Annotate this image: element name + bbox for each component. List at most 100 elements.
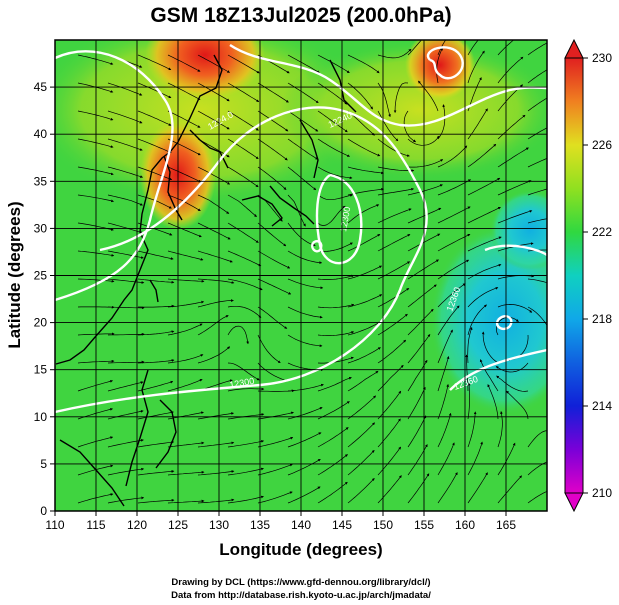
streamline	[227, 440, 265, 448]
x-tick-label: 140	[291, 518, 311, 532]
streamline	[287, 334, 323, 348]
streamline	[227, 194, 257, 218]
streamline	[107, 82, 143, 96]
streamline	[467, 382, 471, 420]
streamline	[377, 390, 402, 420]
streamline	[287, 82, 319, 104]
streamline	[467, 206, 501, 224]
y-tick-label: 25	[34, 269, 48, 283]
colorbar-tick-label: 222	[592, 225, 612, 239]
streamline	[167, 323, 203, 336]
streamline	[467, 411, 477, 448]
streamline	[527, 430, 547, 448]
streamline	[77, 493, 114, 504]
streamline	[347, 395, 377, 420]
streamline	[437, 145, 468, 168]
streamline	[436, 47, 443, 84]
streamline	[287, 383, 324, 392]
streamline	[407, 333, 431, 364]
streamline	[167, 379, 203, 392]
streamline	[377, 166, 415, 172]
streamline	[167, 82, 201, 100]
y-tick-label: 35	[34, 174, 48, 188]
streamline	[437, 305, 460, 336]
streamline	[347, 422, 375, 448]
streamline	[197, 299, 234, 308]
streamline	[137, 54, 172, 71]
streamline	[287, 486, 321, 504]
streamline	[347, 450, 375, 476]
colorbar-tick-label: 210	[592, 486, 612, 500]
streamline	[317, 54, 350, 74]
y-tick-label: 15	[34, 363, 48, 377]
streamline	[407, 473, 430, 504]
streamline	[317, 454, 348, 476]
streamline	[317, 205, 346, 226]
yellow-band-northeast	[280, 40, 547, 180]
streamline	[287, 222, 316, 247]
streamline	[377, 82, 391, 118]
streamline	[197, 346, 231, 364]
streamline	[197, 441, 235, 448]
colorbar: 210 214 218 222 226 230	[564, 38, 612, 513]
y-tick-label: 45	[34, 80, 48, 94]
streamline	[107, 496, 145, 504]
streamline	[137, 222, 173, 236]
streamline	[257, 411, 294, 420]
streamline	[527, 157, 547, 168]
x-tick-label: 125	[168, 518, 188, 532]
streamline	[527, 127, 547, 140]
warm-anomaly-kamchatka	[405, 40, 475, 100]
streamline	[107, 360, 145, 364]
streamline	[257, 389, 295, 393]
streamline	[107, 332, 145, 336]
streamline	[497, 56, 524, 84]
streamline	[137, 110, 172, 126]
x-tick-label: 165	[496, 518, 516, 532]
streamline	[227, 54, 260, 74]
streamline	[227, 82, 260, 103]
y-tick-label: 30	[34, 221, 48, 235]
streamline	[257, 306, 288, 329]
streamline	[167, 470, 205, 476]
colorbar-bottom-arrow	[564, 492, 584, 513]
streamline	[377, 418, 401, 448]
streamline	[467, 143, 497, 168]
streamline	[197, 250, 233, 263]
x-tick-label: 135	[250, 518, 270, 532]
streamline	[437, 356, 450, 392]
x-tick-label: 150	[373, 518, 393, 532]
chart-title: GSM 18Z13Jul2025 (200.0hPa)	[150, 4, 451, 27]
credit-line-2: Data from http://database.rish.kyoto-u.a…	[171, 590, 431, 601]
streamline	[437, 412, 452, 448]
streamline	[437, 442, 455, 476]
y-axis-label: Latitude (degrees)	[5, 201, 24, 348]
streamline	[137, 166, 173, 181]
streamline	[197, 412, 235, 420]
streamline	[437, 472, 458, 504]
streamline	[437, 283, 466, 308]
streamline	[107, 467, 145, 476]
streamline	[137, 380, 174, 392]
streamline	[377, 110, 399, 142]
streamline	[467, 441, 483, 476]
streamline	[227, 305, 262, 318]
streamline	[287, 166, 317, 191]
streamline	[527, 218, 547, 224]
streamline	[403, 110, 417, 143]
streamline	[167, 166, 202, 183]
streamline	[496, 375, 529, 392]
credit-line-1: Drawing by DCL (https://www.gfd-dennou.o…	[171, 577, 430, 588]
streamline	[287, 54, 320, 74]
streamline	[167, 138, 201, 156]
streamline	[527, 490, 547, 504]
streamline	[497, 442, 516, 476]
streamline	[377, 446, 402, 476]
streamline	[197, 278, 235, 284]
streamline	[167, 354, 204, 364]
streamline	[497, 304, 533, 313]
streamline	[167, 250, 204, 261]
streamline	[467, 287, 499, 308]
yellow-band-north	[55, 40, 370, 205]
